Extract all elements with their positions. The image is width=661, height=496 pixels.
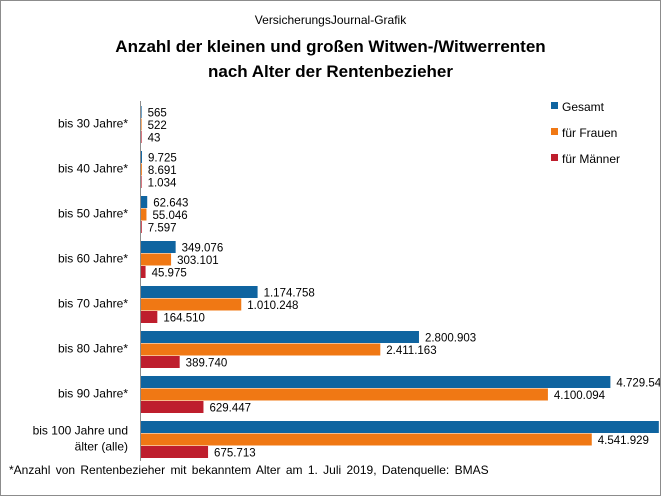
- data-label: 349.076: [182, 242, 224, 254]
- bar-frauen: [141, 253, 172, 266]
- bar-frauen: [141, 343, 381, 356]
- legend-item-gesamt: Gesamt: [551, 99, 605, 114]
- data-label: 675.713: [214, 447, 256, 459]
- bar-frauen: [141, 208, 147, 221]
- category-label: bis 100 Jahre und älter (alle): [33, 424, 128, 454]
- legend-label-gesamt: Gesamt: [562, 99, 605, 114]
- legend-item-maenner: für Männer: [551, 151, 621, 166]
- bar-maenner: [141, 311, 158, 323]
- data-label: 4.729.541: [616, 377, 660, 389]
- chart-title-line2: nach Alter der Rentenbezieher: [208, 62, 453, 81]
- legend-label-maenner: für Männer: [562, 151, 621, 166]
- bar-gesamt: [141, 331, 419, 343]
- bar-maenner: [141, 356, 180, 368]
- bar-maenner: [141, 131, 142, 143]
- data-label: 9.725: [148, 152, 177, 164]
- data-label: 565: [148, 107, 167, 119]
- bar-frauen: [141, 433, 592, 446]
- category-label: bis 50 Jahre*: [58, 207, 128, 221]
- data-label: 8.691: [148, 165, 177, 177]
- data-label: 2.800.903: [425, 332, 476, 344]
- data-label: 7.597: [148, 222, 177, 234]
- bar-maenner: [141, 221, 142, 233]
- bar-maenner: [141, 401, 204, 413]
- data-label: 1.174.758: [264, 287, 315, 299]
- bar-gesamt: [141, 151, 142, 163]
- legend-label-frauen: für Frauen: [562, 125, 618, 140]
- legend-item-frauen: für Frauen: [551, 125, 618, 140]
- bar-maenner: [141, 266, 146, 278]
- data-label: 43: [148, 132, 161, 144]
- category-label: bis 90 Jahre*: [58, 387, 128, 401]
- data-label: 55.046: [152, 210, 187, 222]
- bar-frauen: [141, 163, 142, 176]
- legend-swatch-frauen: [551, 128, 558, 136]
- chart-title-line1: Anzahl der kleinen und großen Witwen-/Wi…: [115, 37, 546, 56]
- data-label: 629.447: [209, 402, 251, 414]
- category-label: bis 80 Jahre*: [58, 342, 128, 356]
- data-label: 45.975: [152, 267, 187, 279]
- bar-frauen: [141, 388, 548, 401]
- data-label: 522: [148, 120, 167, 132]
- bar-maenner: [141, 176, 142, 188]
- legend-swatch-maenner: [551, 154, 558, 162]
- category-label: bis 60 Jahre*: [58, 252, 128, 266]
- data-label: 1.010.248: [247, 300, 298, 312]
- data-label: 389.740: [186, 357, 228, 369]
- bar-maenner: [141, 446, 209, 458]
- bar-gesamt: [141, 421, 659, 433]
- data-label: 1.034: [148, 177, 177, 189]
- bar-gesamt: [141, 286, 258, 298]
- category-label: bis 70 Jahre*: [58, 297, 128, 311]
- bar-frauen: [141, 298, 242, 311]
- data-label: 303.101: [177, 255, 219, 267]
- bar-gesamt: [141, 376, 611, 388]
- category-label: bis 30 Jahre*: [58, 117, 128, 131]
- bar-gesamt: [141, 196, 148, 208]
- data-label: 4.100.094: [554, 390, 606, 402]
- data-label: 2.411.163: [386, 345, 436, 357]
- data-label: 164.510: [163, 312, 205, 324]
- bar-frauen: [141, 118, 142, 131]
- footnote: *Anzahl von Rentenbezieher mit bekanntem…: [9, 463, 489, 477]
- data-label: 62.643: [153, 197, 188, 209]
- source-label: VersicherungsJournal-Grafik: [254, 13, 407, 27]
- legend-swatch-gesamt: [551, 102, 558, 110]
- category-label: bis 40 Jahre*: [58, 162, 128, 176]
- bar-gesamt: [141, 106, 142, 118]
- bar-gesamt: [141, 241, 176, 253]
- data-label: 4.541.929: [598, 435, 649, 447]
